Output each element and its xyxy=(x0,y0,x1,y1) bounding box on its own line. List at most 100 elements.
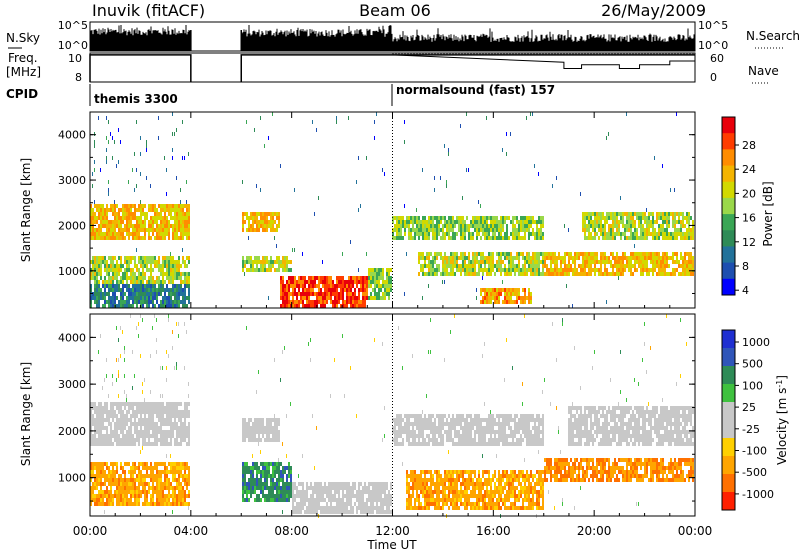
heatmap-cell xyxy=(644,232,646,236)
heatmap-cell xyxy=(520,296,522,300)
heatmap-speckle xyxy=(676,112,677,116)
heatmap-cell xyxy=(322,510,324,514)
heatmap-cell xyxy=(632,236,634,240)
heatmap-cell xyxy=(162,470,164,474)
heatmap-cell xyxy=(454,252,456,256)
heatmap-cell xyxy=(260,426,262,430)
heatmap-cell xyxy=(140,208,142,212)
heatmap-cell xyxy=(516,268,518,272)
heatmap-cell xyxy=(508,236,510,240)
heatmap-cell xyxy=(618,260,620,264)
heatmap-cell xyxy=(106,494,108,498)
heatmap-cell xyxy=(686,252,688,256)
heatmap-cell xyxy=(144,296,146,300)
heatmap-cell xyxy=(614,264,616,268)
heatmap-cell xyxy=(598,260,600,264)
heatmap-cell xyxy=(156,470,158,474)
heatmap-cell xyxy=(628,220,630,224)
heatmap-cell xyxy=(108,300,110,304)
heatmap-cell xyxy=(504,292,506,296)
heatmap-cell xyxy=(622,272,624,276)
heatmap-cell xyxy=(96,284,98,288)
heatmap-cell xyxy=(452,220,454,224)
heatmap-cell xyxy=(178,288,180,292)
heatmap-cell xyxy=(332,498,334,502)
heatmap-cell xyxy=(674,216,676,220)
heatmap-cell xyxy=(98,430,100,434)
heatmap-cell xyxy=(128,260,130,264)
heatmap-cell xyxy=(170,466,172,470)
heatmap-cell xyxy=(342,300,344,304)
heatmap-cell xyxy=(600,220,602,224)
heatmap-cell xyxy=(612,232,614,236)
heatmap-cell xyxy=(164,486,166,490)
heatmap-cell xyxy=(306,498,308,502)
heatmap-cell xyxy=(264,216,266,220)
heatmap-cell xyxy=(292,490,294,494)
heatmap-cell xyxy=(338,482,340,486)
heatmap-speckle xyxy=(116,326,117,330)
heatmap-cell xyxy=(120,228,122,232)
heatmap-cell xyxy=(324,482,326,486)
heatmap-cell xyxy=(142,490,144,494)
heatmap-cell xyxy=(276,224,278,228)
heatmap-cell xyxy=(120,406,122,410)
heatmap-cell xyxy=(118,212,120,216)
heatmap-cell xyxy=(156,220,158,224)
heatmap-cell xyxy=(674,224,676,228)
heatmap-cell xyxy=(600,264,602,268)
heatmap-cell xyxy=(180,272,182,276)
heatmap-cell xyxy=(114,288,116,292)
heatmap-cell xyxy=(134,438,136,442)
heatmap-cell xyxy=(138,284,140,288)
heatmap-speckle xyxy=(462,196,463,200)
heatmap-cell xyxy=(104,304,106,308)
heatmap-cell xyxy=(452,216,454,220)
heatmap-cell xyxy=(600,228,602,232)
heatmap-cell xyxy=(446,224,448,228)
heatmap-cell xyxy=(518,228,520,232)
heatmap-cell xyxy=(330,292,332,296)
heatmap-speckle xyxy=(618,276,619,280)
heatmap-cell xyxy=(374,276,376,280)
heatmap-cell xyxy=(290,260,292,264)
heatmap-speckle xyxy=(124,358,125,362)
heatmap-cell xyxy=(286,304,288,308)
heatmap-cell xyxy=(648,256,650,260)
heatmap-cell xyxy=(270,426,272,430)
heatmap-speckle xyxy=(134,152,135,156)
heatmap-cell xyxy=(110,426,112,430)
heatmap-cell xyxy=(118,208,120,212)
heatmap-cell xyxy=(490,264,492,268)
heatmap-cell xyxy=(98,414,100,418)
heatmap-speckle xyxy=(348,116,349,120)
heatmap-cell xyxy=(390,276,392,280)
heatmap-cell xyxy=(130,442,132,446)
heatmap-cell xyxy=(188,224,190,228)
heatmap-cell xyxy=(536,236,538,240)
heatmap-cell xyxy=(140,276,142,280)
heatmap-cell xyxy=(252,434,254,438)
heatmap-cell xyxy=(410,474,412,478)
heatmap-cell xyxy=(268,418,270,422)
heatmap-cell xyxy=(162,216,164,220)
heatmap-cell xyxy=(658,212,660,216)
heatmap-cell xyxy=(316,490,318,494)
heatmap-cell xyxy=(288,486,290,490)
heatmap-cell xyxy=(324,498,326,502)
heatmap-cell xyxy=(114,212,116,216)
heatmap-cell xyxy=(438,268,440,272)
heatmap-cell xyxy=(164,418,166,422)
heatmap-cell xyxy=(354,300,356,304)
heatmap-cell xyxy=(492,268,494,272)
heatmap-cell xyxy=(628,212,630,216)
heatmap-cell xyxy=(182,410,184,414)
heatmap-cell xyxy=(654,232,656,236)
heatmap-cell xyxy=(164,280,166,284)
heatmap-cell xyxy=(148,256,150,260)
heatmap-cell xyxy=(320,490,322,494)
heatmap-cell xyxy=(484,264,486,268)
heatmap-cell xyxy=(538,236,540,240)
heatmap-cell xyxy=(246,470,248,474)
heatmap-cell xyxy=(118,418,120,422)
